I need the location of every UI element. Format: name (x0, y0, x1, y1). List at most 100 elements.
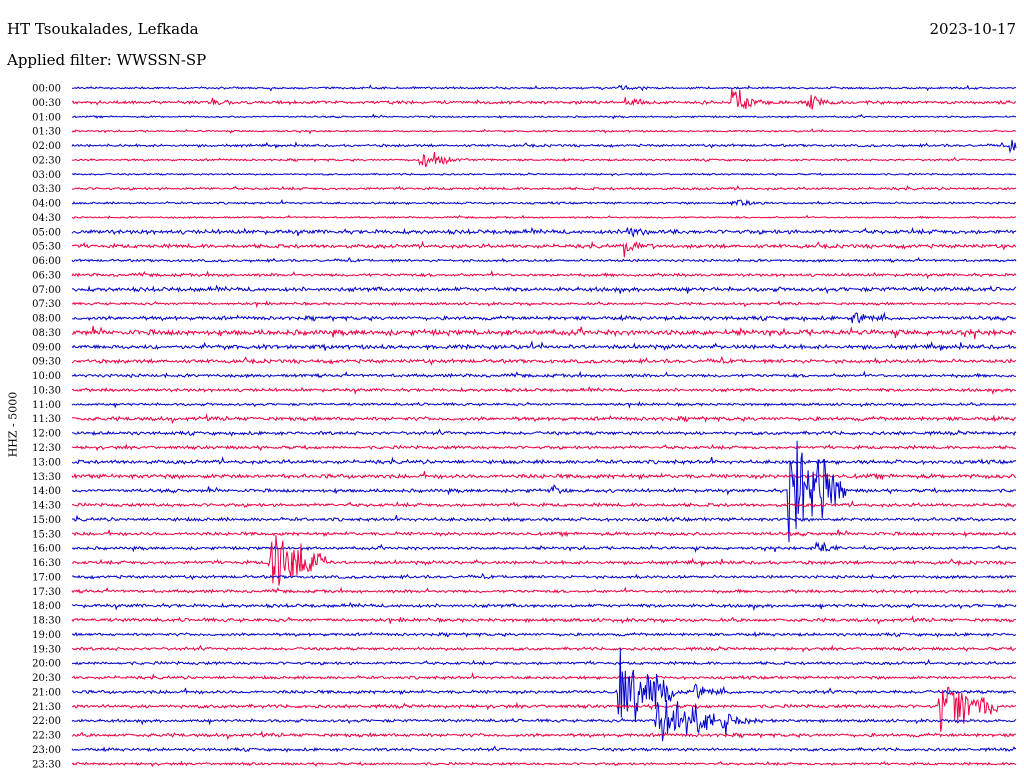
row-label: 14:00 (32, 486, 61, 497)
row-label: 19:30 (32, 644, 61, 655)
row-label: 20:30 (32, 673, 61, 684)
row-label: 04:00 (32, 199, 61, 210)
trace-line (71, 443, 1017, 452)
trace-line (71, 88, 1017, 110)
row-label: 23:30 (32, 759, 61, 770)
trace-line (71, 644, 1017, 653)
trace-line (71, 128, 1017, 135)
trace-line (71, 240, 1017, 258)
trace-line (71, 386, 1017, 396)
row-label: 12:00 (32, 429, 61, 440)
trace-line (71, 428, 1017, 437)
row-label: 17:30 (32, 587, 61, 598)
row-label: 23:00 (32, 745, 61, 756)
trace-line (71, 284, 1017, 295)
row-label: 15:00 (32, 515, 61, 526)
trace-line (71, 171, 1017, 177)
trace-line (71, 356, 1017, 366)
row-label: 01:00 (32, 112, 61, 123)
trace-line (71, 658, 1017, 666)
row-label: 16:00 (32, 544, 61, 555)
row-label: 15:30 (32, 529, 61, 540)
row-label: 06:00 (32, 256, 61, 267)
trace-line (71, 700, 1017, 742)
trace-line (71, 760, 1017, 768)
trace-line (71, 499, 1017, 508)
filter-label: Applied filter: WWSSN-SP (7, 51, 207, 69)
row-label: 06:30 (32, 270, 61, 281)
row-label: 21:00 (32, 687, 61, 698)
row-label: 12:30 (32, 443, 61, 454)
trace-line (71, 745, 1017, 753)
row-label: 08:00 (32, 314, 61, 325)
trace-line (71, 214, 1017, 220)
trace-line (71, 226, 1017, 238)
trace-line (71, 370, 1017, 379)
row-label: 03:30 (32, 184, 61, 195)
row-label: 02:00 (32, 141, 61, 152)
trace-line (72, 113, 1017, 120)
trace-line (71, 631, 1017, 638)
trace-line (71, 471, 1017, 481)
trace-line (71, 586, 1017, 595)
trace-line (71, 672, 1017, 681)
trace-line (71, 730, 1016, 740)
trace-line (71, 601, 1017, 612)
trace-line (71, 541, 1017, 553)
row-label: 14:30 (32, 501, 61, 512)
trace-line (71, 535, 1017, 586)
row-label: 10:00 (32, 371, 61, 382)
trace-line (71, 184, 1017, 191)
row-label: 08:30 (32, 328, 61, 339)
row-label: 13:30 (32, 472, 61, 483)
row-label: 18:00 (32, 601, 61, 612)
row-label: 10:30 (32, 385, 61, 396)
trace-line (71, 256, 1017, 264)
row-label: 00:30 (32, 98, 61, 109)
trace-line (71, 270, 1017, 280)
date-label: 2023-10-17 (929, 20, 1016, 38)
row-label: 19:00 (32, 630, 61, 641)
row-label: 17:00 (32, 572, 61, 583)
row-label: 05:30 (32, 242, 61, 253)
row-label: 02:30 (32, 155, 61, 166)
trace-line (71, 311, 1017, 324)
row-label: 09:30 (32, 357, 61, 368)
row-label: 11:00 (32, 400, 61, 411)
trace-line (71, 400, 1017, 409)
row-label: 04:30 (32, 213, 61, 224)
row-label: 18:30 (32, 616, 61, 627)
row-label: 07:00 (32, 285, 61, 296)
trace-line (71, 413, 1017, 425)
trace-line (71, 647, 1016, 722)
trace-line (71, 686, 1017, 732)
row-label: 00:00 (32, 84, 61, 95)
row-label: 09:00 (32, 342, 61, 353)
row-label: 20:00 (32, 659, 61, 670)
row-label: 05:00 (32, 227, 61, 238)
trace-line (71, 325, 1017, 340)
trace-line (71, 572, 1017, 581)
row-label: 22:00 (32, 716, 61, 727)
row-label: 03:00 (32, 170, 61, 181)
trace-line (71, 199, 1017, 207)
trace-line (71, 615, 1017, 625)
row-label: 13:00 (32, 457, 61, 468)
row-label: 11:30 (32, 414, 61, 425)
trace-line (72, 529, 1017, 538)
trace-line (71, 152, 1017, 168)
row-label: 21:30 (32, 702, 61, 713)
trace-line (71, 300, 1017, 309)
row-label: 16:30 (32, 558, 61, 569)
station-title: HT Tsoukalades, Lefkada (7, 20, 199, 38)
trace-line (71, 84, 1017, 92)
row-label: 22:30 (32, 731, 61, 742)
trace-line (71, 340, 1017, 351)
trace-line (71, 440, 1017, 543)
trace-line (71, 139, 1017, 154)
row-label: 01:30 (32, 127, 61, 138)
trace-line (71, 514, 1017, 523)
trace-line (71, 456, 1017, 466)
row-label: 07:30 (32, 299, 61, 310)
